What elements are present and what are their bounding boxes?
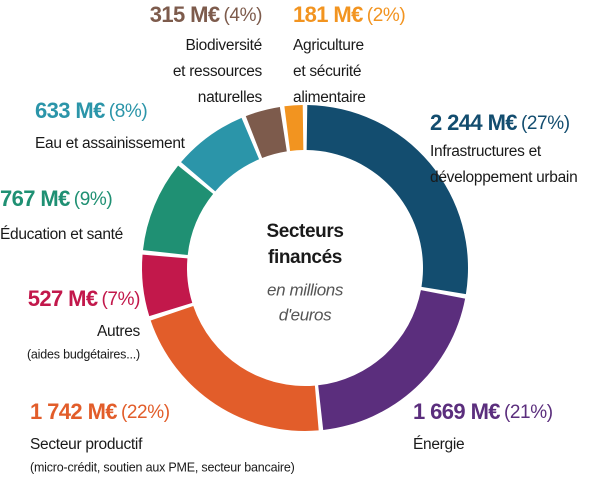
category-label: Eau et assainissement (35, 135, 186, 152)
value-share: (9%) (74, 189, 113, 210)
center-title: financés (268, 247, 342, 268)
value-amount: 2 244 M€ (430, 110, 517, 135)
category-label: Autres (97, 323, 141, 340)
value-share: (2%) (367, 5, 406, 26)
value-share: (21%) (504, 402, 553, 423)
donut-segment (318, 290, 466, 430)
value-label: 767 M€ (9%) (0, 186, 112, 211)
category-note: (aides budgétaires...) (27, 347, 140, 361)
category-label: et sécurité (293, 63, 361, 80)
value-label: 181 M€ (2%) (293, 2, 405, 27)
category-label: Agriculture (293, 37, 364, 54)
category-label: et ressources (173, 63, 263, 80)
donut-segment (142, 165, 214, 256)
value-amount: 767 M€ (0, 186, 70, 211)
value-amount: 633 M€ (35, 98, 105, 123)
value-share: (27%) (521, 113, 570, 134)
value-share: (22%) (121, 402, 170, 423)
category-label: naturelles (198, 89, 263, 106)
value-label: 527 M€ (7%) (28, 286, 140, 311)
value-label: 2 244 M€ (27%) (430, 110, 570, 135)
donut-segment (181, 117, 260, 192)
donut-segment (142, 254, 193, 317)
value-label: 315 M€ (4%) (150, 2, 262, 27)
category-note: (micro-crédit, soutien aux PME, secteur … (30, 460, 295, 474)
donut-segment (150, 305, 319, 431)
value-amount: 1 669 M€ (413, 399, 500, 424)
value-amount: 1 742 M€ (30, 399, 117, 424)
value-share: (8%) (109, 101, 148, 122)
donut-segment (245, 106, 287, 159)
value-amount: 181 M€ (293, 2, 363, 27)
category-label: Secteur productif (30, 436, 143, 453)
donut-segment (284, 105, 304, 151)
value-share: (7%) (101, 289, 140, 310)
category-label: Biodiversité (185, 37, 262, 54)
category-label: Éducation et santé (0, 226, 123, 243)
value-amount: 527 M€ (28, 286, 98, 311)
value-label: 633 M€ (8%) (35, 98, 147, 123)
center-subtitle: d'euros (279, 305, 332, 324)
value-share: (4%) (223, 5, 262, 26)
center-title: Secteurs (266, 221, 343, 242)
category-label: Infrastructures et (430, 143, 542, 160)
category-label: alimentaire (293, 89, 366, 106)
category-label: Énergie (413, 436, 464, 453)
category-label: développement urbain (430, 169, 577, 186)
donut-segment (306, 105, 468, 295)
center-subtitle: en millions (267, 280, 344, 299)
value-amount: 315 M€ (150, 2, 220, 27)
value-label: 1 742 M€ (22%) (30, 399, 170, 424)
value-label: 1 669 M€ (21%) (413, 399, 553, 424)
